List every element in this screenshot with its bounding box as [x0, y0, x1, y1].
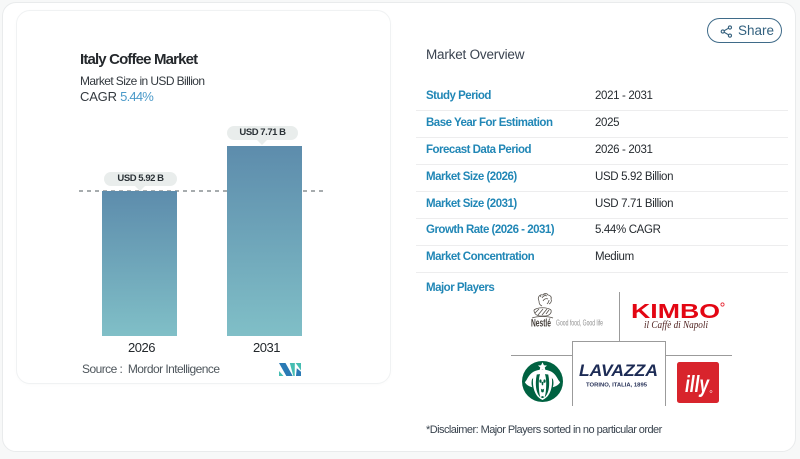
svg-text:TORINO, ITALIA, 1895: TORINO, ITALIA, 1895	[586, 383, 647, 389]
svg-text:Good food, Good life: Good food, Good life	[556, 318, 603, 328]
svg-text:LAVAZZA: LAVAZZA	[579, 361, 658, 380]
svg-text:illy: illy	[685, 371, 710, 397]
svg-text:KIMBO: KIMBO	[631, 300, 720, 323]
svg-text:Nestlé: Nestlé	[531, 318, 551, 330]
svg-text:il Caffè di Napoli: il Caffè di Napoli	[644, 319, 708, 331]
